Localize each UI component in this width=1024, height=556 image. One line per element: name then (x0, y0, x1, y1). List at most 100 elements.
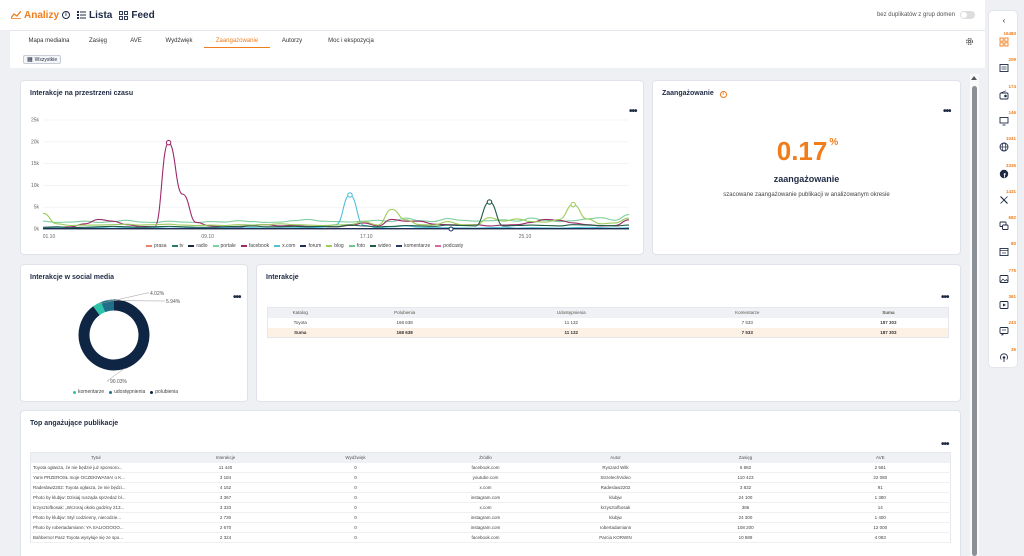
interactions-header-row: Katalog Polubienia Udostępnienia Komentarze… (267, 307, 949, 318)
publications-header-cell[interactable]: AVE (810, 452, 951, 463)
lista-nav[interactable]: Lista (77, 10, 112, 21)
publication-row[interactable]: Photo by klubjw: Styl codzienny, niecodz… (30, 512, 951, 523)
sidebar-source-newspaper[interactable]: 209 (989, 57, 1019, 73)
peak-point-x-com[interactable] (347, 192, 353, 198)
publication-cell: 1 400 (810, 512, 951, 523)
publication-title-link[interactable]: Photo by robertadamiann: YA SALIOOOOO... (30, 522, 161, 533)
publications-header-cell[interactable]: Tytuł (30, 452, 161, 463)
legend-item-podcasty[interactable]: podcasty (435, 243, 463, 249)
legend-item-prasa[interactable]: prasa (146, 243, 167, 249)
sidebar-source-forum[interactable]: 682 (989, 215, 1019, 231)
publication-row[interactable]: Radeslaw2202: Toyota ogłasza, że nie będ… (30, 482, 951, 493)
interactions-sum-cell: 11 132 (476, 327, 666, 338)
publications-header-cell[interactable]: Autor (550, 452, 681, 463)
tab-mapa-medialna[interactable]: Mapa medialna (28, 38, 70, 44)
donut-slice-polubienia[interactable] (78, 299, 150, 371)
peak-point-facebook[interactable] (165, 139, 172, 146)
sidebar-source-globe[interactable]: 1041 (989, 136, 1019, 152)
info-icon[interactable]: i (62, 11, 71, 19)
legend-item-wideo[interactable]: wideo (370, 243, 391, 249)
sidebar-source-x[interactable]: 1431 (989, 189, 1019, 205)
social-legend-item-polubienia[interactable]: polubienia (150, 389, 178, 395)
interactions-row[interactable]: Toyota 168 638 11 132 7 533 187 303 (268, 318, 949, 328)
photo-icon (999, 274, 1009, 283)
engagement-menu-icon[interactable]: ••• (943, 106, 951, 117)
social-menu-icon[interactable]: ••• (233, 292, 241, 303)
sidebar-source-podcast[interactable]: 35 (989, 347, 1019, 363)
sidebar-source-radio[interactable]: 174 (989, 84, 1019, 100)
legend-item-blog[interactable]: blog (326, 243, 344, 249)
publication-title-link[interactable]: Photo by klubjw: Dzisiaj rusząda sprzeda… (30, 492, 161, 503)
publications-header-cell[interactable]: Interakcje (160, 452, 291, 463)
forum-point[interactable] (448, 226, 454, 232)
legend-item-portale[interactable]: portale (212, 243, 236, 249)
tab-ave[interactable]: AVE (130, 38, 142, 44)
analizy-nav[interactable]: Analizy i (11, 10, 71, 21)
interactions-table: Katalog Polubienia Udostępnienia Komentarze… (267, 307, 949, 338)
donut-slice-udostępnienia[interactable] (101, 299, 115, 313)
social-legend-item-komentarze[interactable]: komentarze (73, 389, 104, 395)
publication-title-link[interactable]: Toyota ogłasza, że nie będzie już sponso… (30, 462, 161, 473)
legend-item-komentarze[interactable]: komentarze (396, 243, 430, 249)
duplicates-toggle[interactable] (960, 11, 975, 19)
publication-title-link[interactable]: Yaris PRZEROSŁ moje OCZEKIWANIA! o K... (30, 472, 161, 483)
series-line-portale[interactable] (42, 214, 630, 224)
publications-menu-icon[interactable]: ••• (941, 439, 949, 450)
scrollbar-thumb[interactable] (972, 86, 977, 556)
publication-row[interactable]: Yaris PRZEROSŁ moje OCZEKIWANIA! o K... 3… (30, 472, 951, 483)
interactions-header-cell[interactable]: Komentarze (665, 307, 829, 318)
publication-title-link[interactable]: Bahberno! Pasz Toyota wysyłuje się ze sp… (30, 532, 161, 543)
filter-chip-all[interactable]: ▦ Wszystkie (23, 55, 62, 64)
tab-autorzy[interactable]: Autorzy (281, 38, 303, 44)
sidebar-source-photo[interactable]: 775 (989, 268, 1019, 284)
timeline-menu-icon[interactable]: ••• (629, 106, 637, 117)
timeline-card: Interakcje na przestrzeni czasu ••• 25k 2… (20, 80, 644, 255)
interactions-header-cell[interactable]: Katalog (267, 307, 333, 318)
sidebar-source-grid[interactable]: 16483 (989, 31, 1019, 47)
publication-title-link[interactable]: Radeslaw2202: Toyota ogłasza, że nie będ… (30, 482, 161, 493)
interactions-header-cell[interactable]: Udostępnienia (476, 307, 666, 318)
legend-item-x-com[interactable]: x.com (274, 243, 295, 249)
interactions-menu-icon[interactable]: ••• (941, 292, 949, 303)
publication-row[interactable]: Photo by klubjw: Dzisiaj rusząda sprzeda… (30, 492, 951, 503)
publication-title-link[interactable]: krzysztofbosak: „Wczoraj około godziny 2… (30, 502, 161, 513)
series-line-wideo[interactable] (42, 201, 630, 229)
publications-header-cell[interactable]: Wydźwięk (290, 452, 421, 463)
publication-row[interactable]: Toyota ogłasza, że nie będzie już sponso… (30, 462, 951, 473)
engagement-info-icon[interactable]: i (719, 90, 727, 98)
scroll-up-arrow[interactable] (971, 76, 977, 80)
legend-item-radio[interactable]: radio (188, 243, 208, 249)
publication-row[interactable]: krzysztofbosak: „Wczoraj około godziny 2… (30, 502, 951, 513)
sidebar-source-comments[interactable]: 243 (989, 320, 1019, 337)
donut-slice-komentarze[interactable] (93, 301, 106, 316)
interactions-header-cell[interactable]: Polubienia (332, 307, 477, 318)
series-line-x-com[interactable] (43, 194, 630, 229)
feed-nav[interactable]: Feed (119, 10, 155, 21)
gear-icon[interactable] (965, 37, 974, 46)
legend-item-tv[interactable]: tv (171, 243, 183, 249)
publication-cell: 1 380 (810, 492, 951, 503)
sidebar-source-monitor[interactable]: 146 (989, 110, 1019, 126)
tab-wydźwięk[interactable]: Wydźwięk (165, 38, 193, 44)
interactions-header-cell[interactable]: Suma (828, 307, 949, 318)
social-legend-item-udostępnienia[interactable]: udostępnienia (109, 389, 145, 395)
series-line-blog[interactable] (42, 204, 630, 227)
tab-moc-i-ekspozycja[interactable]: Moc i ekspozycja (328, 38, 374, 44)
publications-header-cell[interactable]: Zasięg (680, 452, 811, 463)
publications-header-cell[interactable]: Źródło (420, 452, 551, 463)
publication-row[interactable]: Photo by robertadamiann: YA SALIOOOOO...… (30, 522, 951, 533)
legend-item-foto[interactable]: foto (348, 243, 365, 249)
tab-zasięg[interactable]: Zasięg (88, 38, 107, 44)
grid-small-icon: ▦ (27, 57, 33, 63)
tab-zaangażowanie[interactable]: Zaangażowanie (204, 38, 270, 48)
publication-title-link[interactable]: Photo by klubjw: Styl codzienny, niecodz… (30, 512, 161, 523)
sidebar-source-facebook[interactable]: 3335 f (989, 163, 1019, 179)
peak-point-wideo[interactable] (486, 199, 493, 205)
sidebar-source-blog[interactable]: 80 (989, 241, 1019, 257)
legend-item-forum[interactable]: forum (300, 243, 321, 249)
collapse-sidebar-icon[interactable]: ‹ (1002, 16, 1006, 25)
sidebar-source-video[interactable]: 361 (989, 294, 1019, 310)
legend-item-facebook[interactable]: facebook (240, 243, 269, 249)
peak-point-blog[interactable] (570, 201, 576, 208)
publication-row[interactable]: Bahberno! Pasz Toyota wysyłuje się ze sp… (30, 532, 951, 543)
